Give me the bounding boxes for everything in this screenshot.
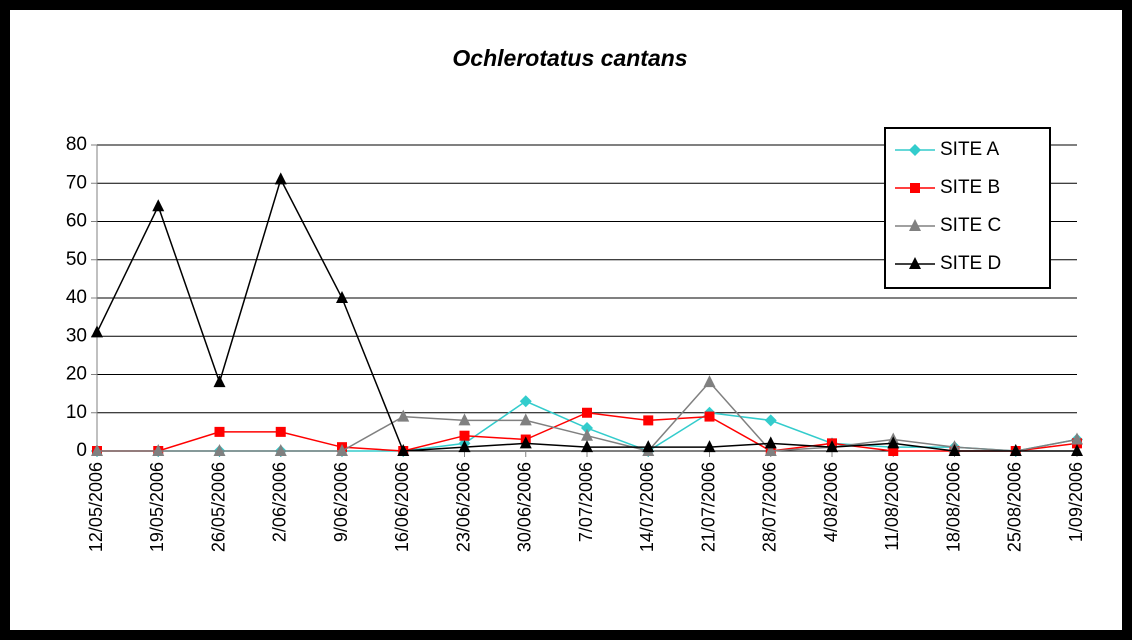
chart-area: [10, 10, 1122, 630]
legend-marker: [910, 183, 920, 193]
data-point: [274, 172, 287, 185]
data-point: [275, 426, 286, 437]
data-point: [336, 444, 348, 456]
data-point: [152, 199, 165, 212]
chart-title: Ochlerotatus cantans: [452, 45, 687, 71]
x-tick-label: 28/07/2006: [760, 462, 780, 552]
y-tick-label: 30: [66, 325, 87, 346]
y-tick-label: 40: [66, 287, 87, 308]
data-point: [826, 440, 838, 453]
data-point: [1009, 444, 1022, 456]
data-point: [336, 291, 348, 303]
data-point: [581, 428, 593, 441]
y-tick-label: 50: [66, 249, 87, 270]
x-tick-label: 25/08/2006: [1005, 462, 1025, 552]
x-tick-label: 1/09/2006: [1066, 462, 1086, 542]
data-point: [214, 426, 225, 437]
data-point: [458, 413, 471, 426]
legend-label: SITE C: [940, 215, 1001, 236]
data-point: [397, 409, 410, 422]
data-point: [642, 440, 655, 453]
data-point: [704, 411, 715, 422]
data-point: [703, 440, 716, 453]
y-tick-label: 60: [66, 211, 87, 232]
data-point: [519, 413, 532, 426]
x-tick-label: 30/06/2006: [515, 462, 535, 552]
legend-label: SITE B: [940, 177, 1000, 198]
data-point: [213, 375, 226, 388]
data-point: [764, 444, 777, 456]
x-tick-label: 23/06/2006: [453, 462, 473, 552]
data-point: [91, 444, 103, 456]
x-tick-label: 19/05/2006: [147, 462, 167, 552]
data-point: [459, 430, 470, 441]
data-point: [888, 446, 899, 456]
x-tick-label: 4/08/2006: [821, 462, 841, 542]
data-point: [581, 440, 593, 453]
legend-label: SITE D: [940, 253, 1001, 274]
data-point: [91, 325, 103, 338]
x-tick-label: 11/08/2006: [882, 462, 902, 551]
x-tick-label: 16/06/2006: [392, 462, 412, 552]
y-tick-label: 20: [66, 364, 87, 385]
legend-label: SITE A: [940, 139, 999, 160]
data-point: [274, 444, 287, 456]
data-point: [1071, 444, 1083, 456]
x-tick-label: 9/06/2006: [331, 462, 351, 542]
x-tick-label: 2/06/2006: [270, 462, 290, 542]
data-point: [643, 415, 654, 426]
data-point: [519, 395, 532, 408]
data-point: [1071, 432, 1083, 445]
data-point: [764, 436, 777, 449]
data-point: [582, 407, 592, 418]
legend-box: [884, 127, 1051, 289]
data-point: [581, 422, 593, 435]
x-tick-label: 7/07/2006: [576, 462, 596, 542]
x-tick-label: 12/05/2006: [86, 462, 106, 552]
data-point: [948, 444, 961, 456]
y-tick-label: 80: [66, 134, 87, 155]
data-point: [458, 440, 471, 453]
y-tick-label: 70: [66, 172, 87, 193]
data-point: [213, 444, 226, 456]
legend-marker: [909, 219, 921, 231]
x-tick-label: 26/05/2006: [208, 462, 228, 552]
legend-marker: [909, 144, 921, 156]
data-point: [887, 436, 900, 449]
data-point: [703, 375, 716, 388]
y-tick-label: 10: [66, 402, 87, 423]
y-tick-label: 0: [76, 440, 87, 461]
data-point: [764, 414, 777, 427]
x-tick-label: 18/08/2006: [943, 462, 963, 552]
data-point: [152, 444, 165, 456]
data-point: [519, 436, 532, 449]
x-tick-label: 21/07/2006: [698, 462, 718, 552]
x-tick-label: 14/07/2006: [637, 462, 657, 552]
data-point: [397, 444, 410, 456]
legend-marker: [909, 257, 921, 269]
